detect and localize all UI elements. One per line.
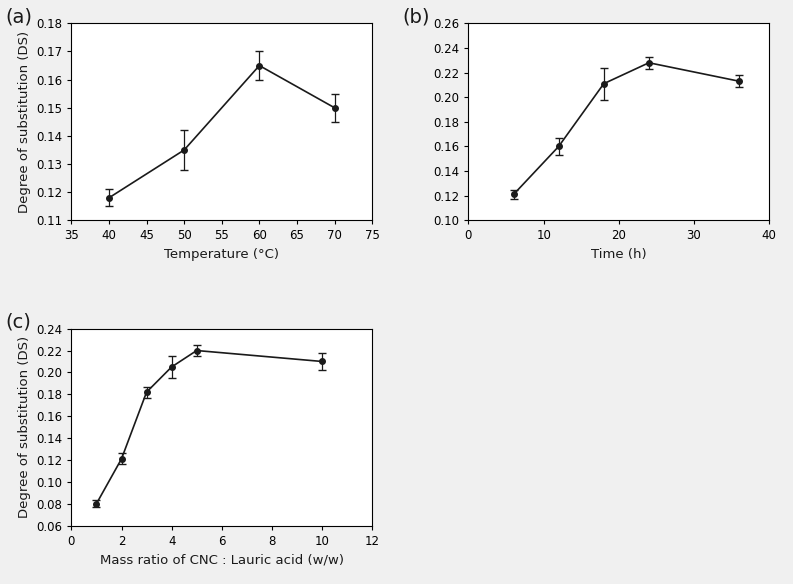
Text: (a): (a)	[6, 8, 33, 27]
Y-axis label: Degree of substitution (DS): Degree of substitution (DS)	[17, 336, 31, 518]
X-axis label: Temperature (°C): Temperature (°C)	[164, 248, 279, 261]
Text: (c): (c)	[6, 313, 31, 332]
X-axis label: Time (h): Time (h)	[591, 248, 646, 261]
Y-axis label: Degree of substitution (DS): Degree of substitution (DS)	[17, 31, 31, 213]
X-axis label: Mass ratio of CNC : Lauric acid (w/w): Mass ratio of CNC : Lauric acid (w/w)	[100, 553, 344, 566]
Text: (b): (b)	[402, 8, 430, 27]
